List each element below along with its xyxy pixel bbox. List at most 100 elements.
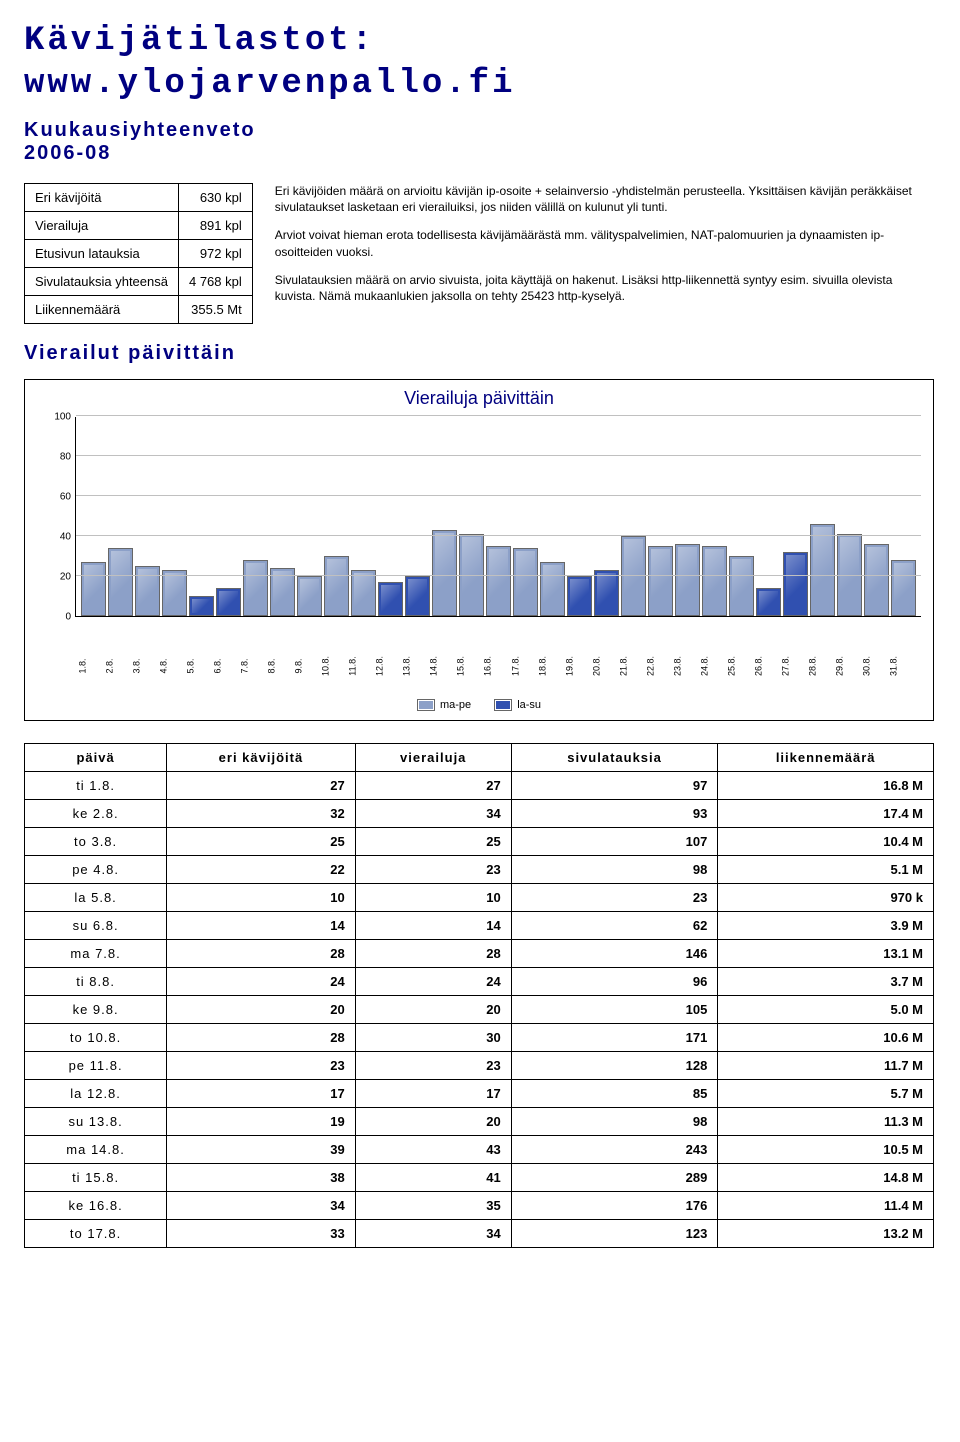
- x-tick-label: 21.8.: [618, 652, 648, 679]
- cell-value: 98: [511, 856, 718, 884]
- chart-bar: [864, 544, 889, 616]
- cell-value: 96: [511, 968, 718, 996]
- cell-value: 28: [167, 1024, 356, 1052]
- cell-value: 13.2 M: [718, 1220, 934, 1248]
- chart-y-axis: 020406080100: [37, 417, 75, 617]
- title-line1: Kävijätilastot:: [24, 22, 375, 60]
- grid-line: [76, 535, 921, 536]
- cell-value: 10.5 M: [718, 1136, 934, 1164]
- chart-bar: [405, 576, 430, 616]
- summary-label: Eri kävijöitä: [25, 184, 179, 212]
- table-row: su 6.8.1414623.9 M: [25, 912, 934, 940]
- cell-value: 289: [511, 1164, 718, 1192]
- grid-line: [76, 455, 921, 456]
- chart-bar: [432, 530, 457, 616]
- cell-value: 11.4 M: [718, 1192, 934, 1220]
- cell-day: su 13.8.: [25, 1108, 167, 1136]
- cell-value: 5.7 M: [718, 1080, 934, 1108]
- chart-bar: [513, 548, 538, 616]
- subtitle: Kuukausiyhteenveto 2006-08: [24, 119, 936, 165]
- table-row: to 10.8.283017110.6 M: [25, 1024, 934, 1052]
- cell-value: 11.7 M: [718, 1052, 934, 1080]
- y-tick-label: 80: [60, 452, 71, 463]
- desc-p1: Eri kävijöiden määrä on arvioitu kävijän…: [275, 183, 936, 215]
- x-tick-label: 23.8.: [672, 652, 702, 679]
- table-row: ma 14.8.394324310.5 M: [25, 1136, 934, 1164]
- cell-value: 32: [167, 800, 356, 828]
- y-tick-label: 20: [60, 572, 71, 583]
- x-tick-label: 7.8.: [240, 652, 270, 679]
- table-row: ma 7.8.282814613.1 M: [25, 940, 934, 968]
- legend-weekend-label: la-su: [517, 699, 541, 711]
- cell-value: 171: [511, 1024, 718, 1052]
- x-tick-label: 17.8.: [510, 652, 540, 679]
- cell-day: ke 16.8.: [25, 1192, 167, 1220]
- cell-value: 20: [355, 1108, 511, 1136]
- cell-value: 14.8 M: [718, 1164, 934, 1192]
- x-tick-label: 31.8.: [888, 652, 918, 679]
- summary-row: Sivulatauksia yhteensä4 768 kpl: [25, 268, 253, 296]
- cell-value: 16.8 M: [718, 772, 934, 800]
- chart-bar: [351, 570, 376, 616]
- cell-value: 34: [355, 800, 511, 828]
- cell-value: 62: [511, 912, 718, 940]
- x-tick-label: 27.8.: [780, 652, 810, 679]
- table-row: ke 16.8.343517611.4 M: [25, 1192, 934, 1220]
- summary-label: Sivulatauksia yhteensä: [25, 268, 179, 296]
- legend-weekday: ma-pe: [417, 699, 471, 711]
- table-column-header: eri kävijöitä: [167, 744, 356, 772]
- cell-value: 93: [511, 800, 718, 828]
- cell-value: 146: [511, 940, 718, 968]
- summary-label: Etusivun latauksia: [25, 240, 179, 268]
- cell-value: 20: [167, 996, 356, 1024]
- daily-data-table: päiväeri kävijöitävierailujasivulatauksi…: [24, 743, 934, 1248]
- cell-day: la 12.8.: [25, 1080, 167, 1108]
- chart-bar: [324, 556, 349, 616]
- legend-swatch-weekend: [494, 699, 512, 711]
- cell-day: to 10.8.: [25, 1024, 167, 1052]
- y-tick-label: 0: [65, 612, 71, 623]
- cell-day: pe 4.8.: [25, 856, 167, 884]
- x-tick-label: 19.8.: [564, 652, 594, 679]
- cell-value: 34: [355, 1220, 511, 1248]
- cell-value: 970 k: [718, 884, 934, 912]
- cell-day: ma 14.8.: [25, 1136, 167, 1164]
- cell-day: ti 1.8.: [25, 772, 167, 800]
- cell-value: 5.1 M: [718, 856, 934, 884]
- cell-day: to 17.8.: [25, 1220, 167, 1248]
- cell-value: 20: [355, 996, 511, 1024]
- cell-value: 13.1 M: [718, 940, 934, 968]
- subtitle-line2: 2006-08: [24, 142, 111, 164]
- summary-value: 972 kpl: [178, 240, 252, 268]
- chart-bar: [756, 588, 781, 616]
- table-row: to 3.8.252510710.4 M: [25, 828, 934, 856]
- cell-day: ma 7.8.: [25, 940, 167, 968]
- x-tick-label: 2.8.: [105, 652, 135, 679]
- table-row: ke 2.8.32349317.4 M: [25, 800, 934, 828]
- x-tick-label: 4.8.: [159, 652, 189, 679]
- cell-value: 10.6 M: [718, 1024, 934, 1052]
- x-tick-label: 26.8.: [753, 652, 783, 679]
- x-tick-label: 28.8.: [807, 652, 837, 679]
- cell-value: 24: [167, 968, 356, 996]
- cell-value: 34: [167, 1192, 356, 1220]
- cell-value: 17.4 M: [718, 800, 934, 828]
- cell-value: 11.3 M: [718, 1108, 934, 1136]
- table-row: ti 15.8.384128914.8 M: [25, 1164, 934, 1192]
- table-row: ke 9.8.20201055.0 M: [25, 996, 934, 1024]
- page-title: Kävijätilastot: www.ylojarvenpallo.fi: [24, 20, 936, 105]
- table-column-header: liikennemäärä: [718, 744, 934, 772]
- table-row: ti 8.8.2424963.7 M: [25, 968, 934, 996]
- summary-row: Etusivun latauksia972 kpl: [25, 240, 253, 268]
- cell-value: 22: [167, 856, 356, 884]
- summary-row: Liikennemäärä355.5 Mt: [25, 296, 253, 324]
- description-column: Eri kävijöiden määrä on arvioitu kävijän…: [275, 183, 936, 316]
- cell-value: 27: [167, 772, 356, 800]
- chart-bar: [675, 544, 700, 616]
- table-row: pe 11.8.232312811.7 M: [25, 1052, 934, 1080]
- chart-bar: [243, 560, 268, 616]
- cell-day: ti 15.8.: [25, 1164, 167, 1192]
- cell-day: la 5.8.: [25, 884, 167, 912]
- chart-bar: [567, 576, 592, 616]
- summary-row: Eri kävijöitä630 kpl: [25, 184, 253, 212]
